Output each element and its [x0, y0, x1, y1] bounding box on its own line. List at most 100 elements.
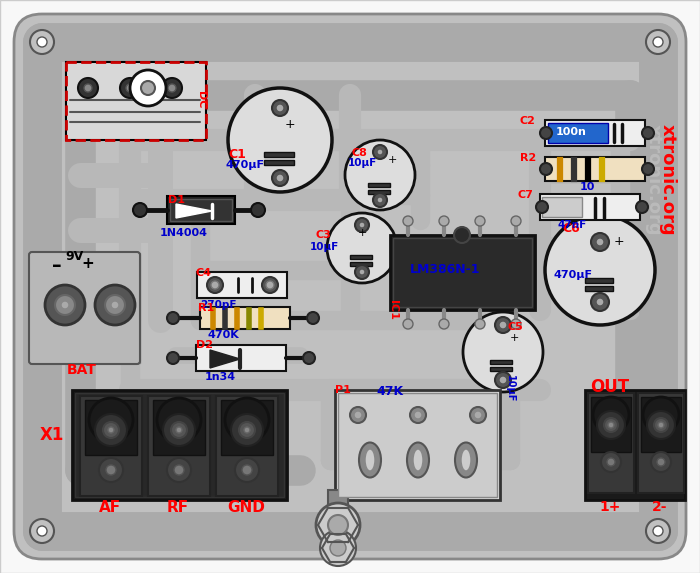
Circle shape [30, 519, 54, 543]
Text: IC1: IC1 [388, 300, 398, 320]
Bar [216, 396, 278, 496]
Bar [80, 396, 142, 496]
Bar [368, 183, 390, 187]
Text: 9V: 9V [66, 250, 84, 263]
Text: OUT: OUT [590, 378, 629, 396]
Bar [328, 490, 348, 520]
Circle shape [511, 216, 521, 226]
Circle shape [373, 145, 387, 159]
Ellipse shape [413, 449, 423, 471]
Bar [200, 307, 290, 329]
Circle shape [658, 422, 664, 428]
Circle shape [37, 526, 47, 536]
Bar [264, 152, 294, 157]
Text: C6: C6 [562, 222, 580, 235]
Circle shape [636, 201, 648, 213]
Circle shape [545, 215, 655, 325]
Circle shape [591, 233, 609, 251]
Circle shape [495, 317, 511, 333]
Circle shape [174, 465, 184, 475]
Circle shape [439, 319, 449, 329]
Circle shape [242, 465, 252, 475]
Bar [196, 345, 286, 371]
Circle shape [167, 458, 191, 482]
Bar [545, 120, 645, 146]
Bar [542, 197, 582, 217]
Bar [221, 400, 273, 455]
Ellipse shape [407, 442, 429, 477]
Text: 10: 10 [580, 182, 596, 192]
Bar [170, 199, 232, 221]
Circle shape [646, 519, 670, 543]
Circle shape [591, 293, 609, 311]
Circle shape [642, 163, 654, 175]
Circle shape [653, 37, 663, 47]
Text: 10µF: 10µF [505, 375, 515, 402]
Text: D1: D1 [168, 195, 185, 205]
Circle shape [95, 285, 135, 325]
Circle shape [120, 78, 140, 98]
Bar [588, 393, 634, 493]
FancyBboxPatch shape [14, 14, 686, 559]
Circle shape [540, 163, 552, 175]
Text: RF: RF [167, 500, 189, 515]
Bar [72, 390, 287, 500]
Circle shape [108, 427, 114, 433]
Text: R1: R1 [198, 303, 214, 313]
Bar [167, 196, 235, 224]
Circle shape [653, 526, 663, 536]
FancyBboxPatch shape [29, 252, 140, 364]
Circle shape [607, 458, 615, 466]
Circle shape [276, 104, 284, 112]
Text: 470µF: 470µF [226, 160, 265, 170]
Circle shape [37, 37, 47, 47]
Text: 47K: 47K [377, 385, 404, 398]
Bar [585, 278, 613, 283]
Bar [591, 397, 631, 452]
Text: C7: C7 [518, 190, 534, 200]
Circle shape [84, 84, 92, 92]
Text: +: + [614, 235, 624, 248]
Circle shape [470, 407, 486, 423]
Circle shape [303, 352, 315, 364]
Text: 470µF: 470µF [554, 270, 593, 280]
Circle shape [61, 301, 69, 309]
Circle shape [657, 458, 665, 466]
Circle shape [307, 312, 319, 324]
Text: 470K: 470K [208, 330, 239, 340]
Text: xtronic.org: xtronic.org [645, 124, 663, 236]
Circle shape [157, 398, 201, 442]
Circle shape [211, 281, 219, 289]
Text: C4: C4 [195, 268, 211, 278]
Text: 1N4004: 1N4004 [160, 228, 208, 238]
Circle shape [377, 197, 383, 203]
Circle shape [654, 418, 668, 432]
Text: C5: C5 [508, 322, 524, 332]
Circle shape [596, 298, 604, 306]
Circle shape [463, 312, 543, 392]
Bar [368, 190, 390, 194]
Text: 1+: 1+ [599, 500, 621, 514]
Text: R2: R2 [520, 153, 536, 163]
Bar [66, 62, 206, 140]
Circle shape [403, 216, 413, 226]
Bar [335, 390, 500, 500]
Circle shape [345, 140, 415, 210]
Circle shape [30, 30, 54, 54]
Bar [585, 390, 685, 500]
Circle shape [354, 411, 362, 419]
Text: 47nF: 47nF [558, 220, 587, 230]
Circle shape [55, 295, 75, 315]
Circle shape [231, 414, 263, 446]
Circle shape [601, 452, 621, 472]
Bar [350, 262, 372, 266]
Text: –: – [52, 256, 62, 275]
Text: 100n: 100n [556, 127, 587, 137]
Bar [585, 286, 613, 291]
Text: C8: C8 [352, 148, 368, 158]
Bar [393, 238, 532, 307]
Text: GND: GND [227, 500, 265, 515]
Circle shape [410, 407, 426, 423]
Circle shape [272, 100, 288, 116]
Circle shape [475, 216, 485, 226]
